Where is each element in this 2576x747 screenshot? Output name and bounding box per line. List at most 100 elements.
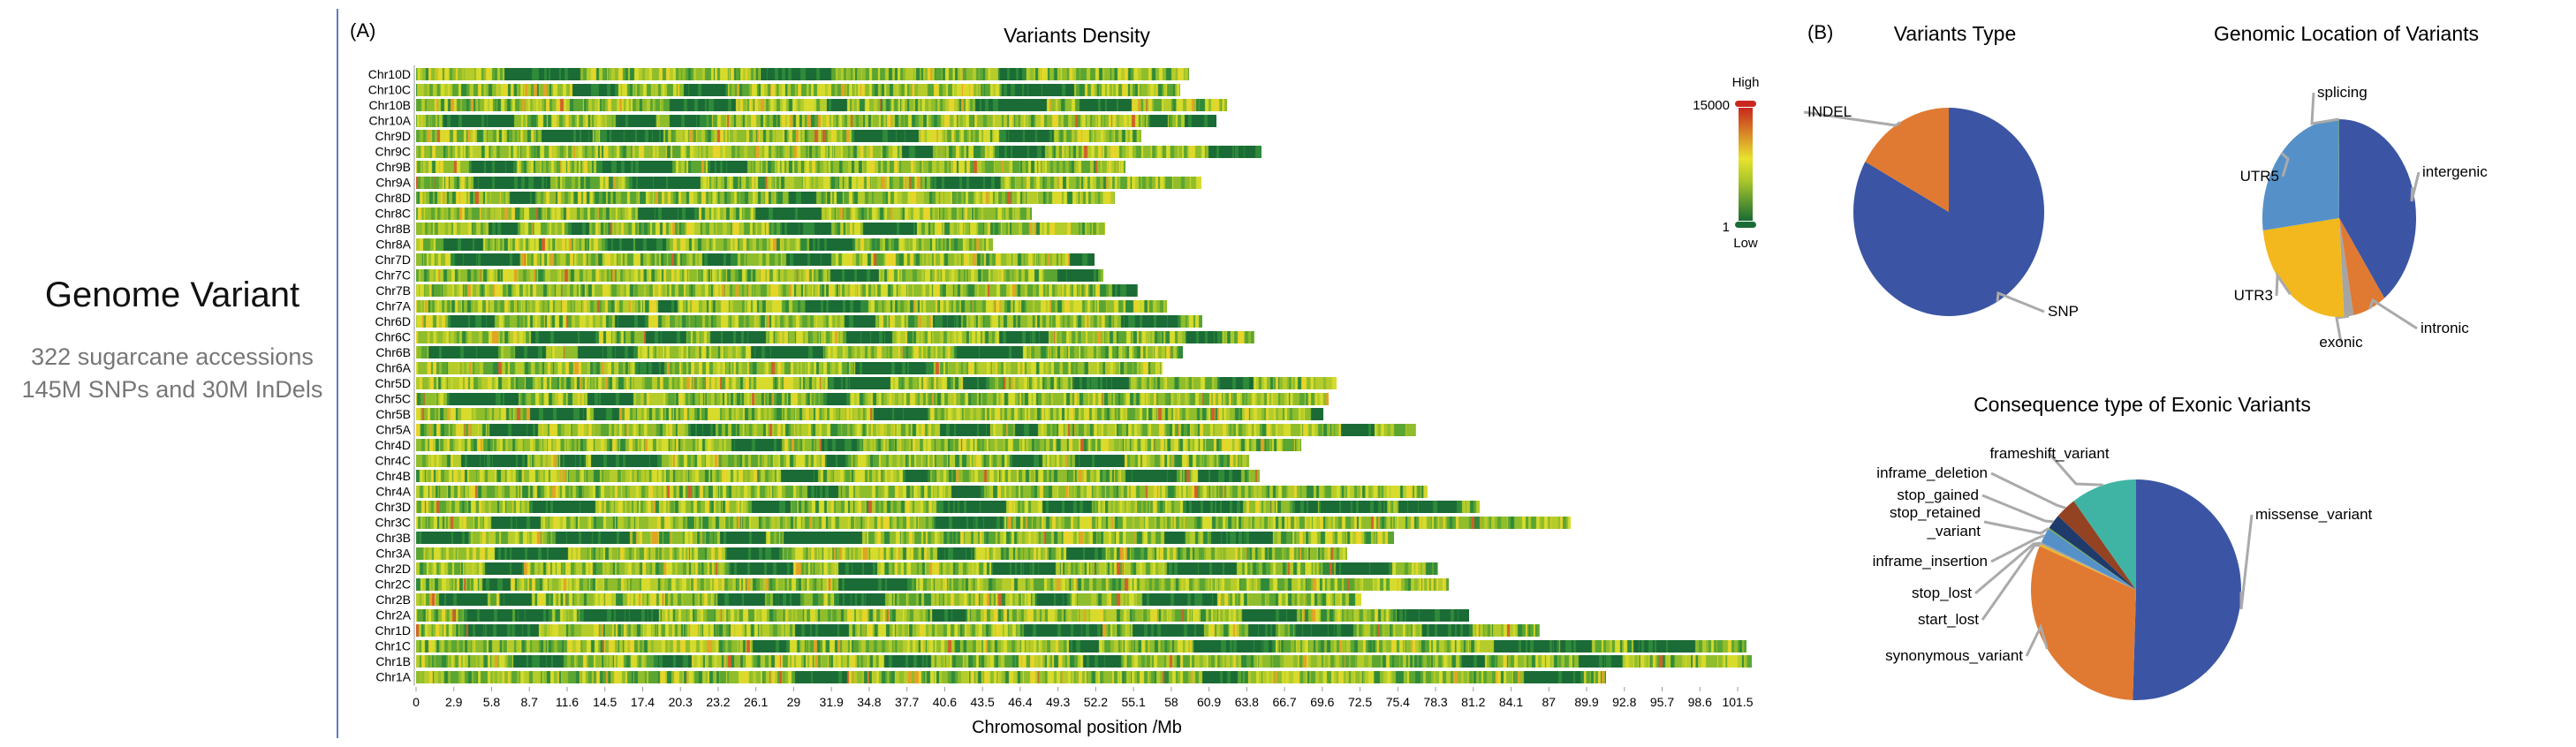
density-row-Chr8C bbox=[416, 207, 1032, 220]
leader-line bbox=[1990, 472, 2066, 509]
subtitle-variant-counts: 145M SNPs and 30M InDels bbox=[21, 376, 323, 403]
density-row-Chr10D bbox=[416, 68, 1189, 80]
density-row-Chr4B bbox=[416, 470, 1260, 482]
pie-slice-utr3 bbox=[2262, 218, 2345, 317]
x-tick-label: 8.7 bbox=[520, 695, 538, 709]
x-tick-label: 84.1 bbox=[1499, 695, 1523, 709]
density-row-Chr2C bbox=[416, 577, 1449, 591]
x-tick-label: 31.9 bbox=[820, 695, 844, 709]
pie-slice-intergenic bbox=[2339, 119, 2416, 298]
chromosome-label: Chr3C bbox=[375, 516, 411, 530]
pie-slice-missense-variant bbox=[2133, 479, 2242, 700]
density-row-Chr1C bbox=[416, 639, 1746, 653]
chromosome-label: Chr9C bbox=[375, 145, 411, 159]
density-row-Chr8A bbox=[416, 238, 993, 251]
legend-min-cap bbox=[1735, 222, 1756, 228]
leader-line bbox=[1803, 110, 1901, 127]
leader-line bbox=[2410, 171, 2421, 202]
x-tick-label: 89.9 bbox=[1574, 695, 1598, 709]
leader-line bbox=[1983, 520, 2049, 535]
density-row-Chr1D bbox=[416, 624, 1540, 637]
density-row-Chr10A bbox=[416, 114, 1216, 127]
density-row-Chr8B bbox=[416, 223, 1105, 235]
chromosome-label: Chr5A bbox=[375, 423, 411, 437]
x-tick-label: 46.4 bbox=[1008, 695, 1032, 709]
chromosome-label: Chr6D bbox=[375, 314, 411, 328]
pie-slice-indel bbox=[1865, 108, 1949, 212]
density-row-Chr2A bbox=[416, 608, 1469, 622]
density-row-Chr6B bbox=[416, 346, 1183, 358]
panel-a-label: (A) bbox=[350, 19, 375, 42]
pie-slice-snp bbox=[1853, 108, 2045, 316]
x-tick-label: 23.2 bbox=[706, 695, 730, 709]
x-tick-label: 69.6 bbox=[1310, 695, 1334, 709]
pie-slice-inframe-deletion bbox=[2057, 501, 2136, 590]
chromosome-label: Chr5B bbox=[375, 407, 411, 421]
x-tick-label: 29 bbox=[787, 695, 801, 709]
density-row-Chr4C bbox=[416, 454, 1249, 467]
pie-label: intergenic bbox=[2422, 163, 2488, 180]
x-tick-label: 55.1 bbox=[1121, 695, 1145, 709]
x-tick-label: 49.3 bbox=[1046, 695, 1070, 709]
density-row-Chr2B bbox=[416, 593, 1361, 606]
chromosome-label: Chr8C bbox=[375, 207, 411, 221]
x-tick-label: 66.7 bbox=[1272, 695, 1296, 709]
x-tick-label: 43.5 bbox=[971, 695, 995, 709]
subtitle-accessions: 322 sugarcane accessions bbox=[31, 343, 314, 370]
chromosome-label: Chr4D bbox=[375, 438, 411, 452]
chromosome-label: Chr4C bbox=[375, 454, 411, 468]
density-row-Chr7D bbox=[416, 253, 1095, 266]
pie-label: splicing bbox=[2317, 84, 2368, 101]
density-row-Chr5A bbox=[416, 423, 1416, 436]
density-row-Chr9B bbox=[416, 161, 1125, 173]
density-row-Chr7A bbox=[416, 299, 1167, 313]
density-row-Chr5B bbox=[416, 408, 1323, 420]
chromosome-label: Chr7B bbox=[375, 283, 411, 298]
leader-line bbox=[2048, 453, 2103, 487]
x-tick-label: 75.4 bbox=[1386, 695, 1410, 709]
pie-slice-stop-lost bbox=[2040, 542, 2136, 590]
leader-line bbox=[2310, 92, 2339, 125]
heatmap-title: Variants Density bbox=[1004, 24, 1150, 47]
leader-line bbox=[1981, 494, 2054, 524]
x-tick-label: 81.2 bbox=[1461, 695, 1485, 709]
x-tick-label: 78.3 bbox=[1423, 695, 1447, 709]
pie-slice-splicing bbox=[2338, 119, 2339, 218]
x-tick-label: 14.5 bbox=[593, 695, 617, 709]
density-row-Chr7C bbox=[416, 268, 1103, 282]
density-row-Chr7B bbox=[416, 284, 1138, 297]
pie-label: start_lost bbox=[1918, 611, 1979, 628]
chromosome-label: Chr5D bbox=[375, 376, 411, 390]
x-tick-label: 2.9 bbox=[445, 695, 463, 709]
pie-slice-exonic bbox=[2339, 218, 2354, 317]
chromosome-label: Chr1D bbox=[375, 623, 411, 638]
pie-slice-stop-gained bbox=[2049, 516, 2136, 590]
pie-label: UTR5 bbox=[2240, 168, 2279, 185]
chromosome-label: Chr10A bbox=[369, 114, 412, 128]
chromosome-label: Chr3D bbox=[375, 500, 411, 514]
pie-slice-frameshift-variant bbox=[2073, 479, 2136, 590]
chromosome-label: Chr7D bbox=[375, 253, 411, 267]
density-row-Chr10C bbox=[416, 83, 1180, 96]
pie-slice-stop-retained-variant bbox=[2048, 527, 2136, 590]
chromosome-label: Chr1B bbox=[375, 654, 411, 668]
pie-slice-inframe-insertion bbox=[2041, 529, 2136, 590]
leader-line bbox=[1990, 534, 2045, 563]
chromosome-label: Chr7C bbox=[375, 268, 411, 283]
chromosome-label: Chr4A bbox=[375, 485, 411, 499]
pie-slice-intronic bbox=[2339, 218, 2385, 316]
chromosome-label: Chr8B bbox=[375, 222, 411, 236]
pie-label: missense_variant bbox=[2255, 506, 2373, 523]
leader-line bbox=[2239, 514, 2254, 610]
chromosome-label: Chr2B bbox=[375, 592, 411, 607]
chromosome-label: Chr3A bbox=[375, 547, 411, 561]
density-row-Chr5D bbox=[416, 377, 1337, 389]
x-tick-label: 20.3 bbox=[669, 695, 693, 709]
x-tick-label: 58 bbox=[1164, 695, 1178, 709]
density-row-Chr4D bbox=[416, 439, 1301, 451]
x-tick-label: 63.8 bbox=[1235, 695, 1259, 709]
density-row-Chr6C bbox=[416, 330, 1254, 343]
legend-color-bar bbox=[1739, 108, 1753, 221]
x-tick-label: 11.6 bbox=[556, 695, 579, 709]
